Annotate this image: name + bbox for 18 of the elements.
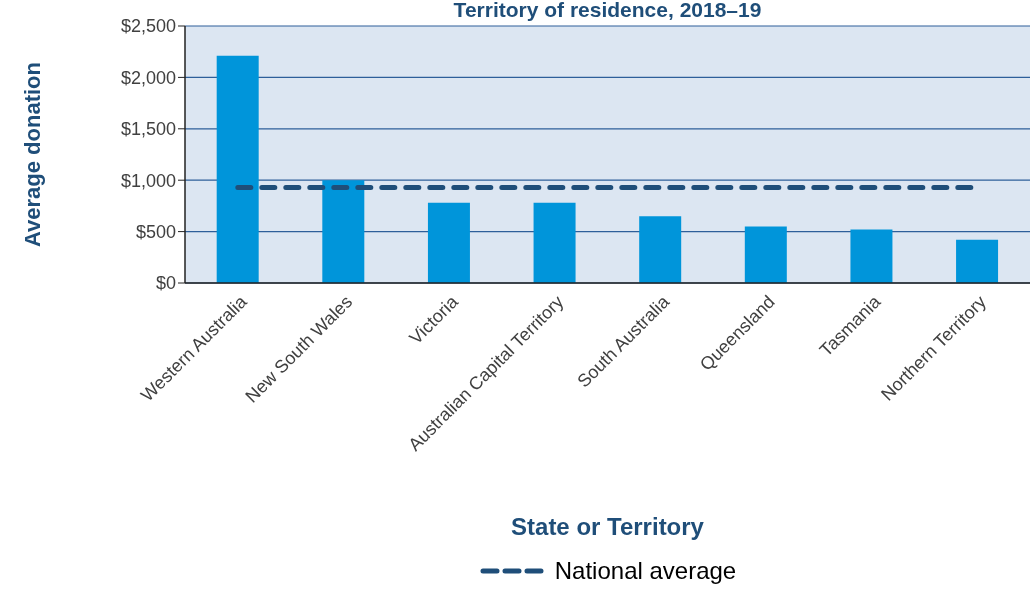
bar [744, 226, 787, 283]
y-tick-label: $2,000 [120, 67, 176, 88]
y-tick-label: $500 [135, 221, 176, 242]
y-tick-label: $1,500 [120, 119, 176, 140]
bar [956, 239, 999, 283]
bar [427, 202, 470, 283]
chart-title: Territory of residence, 2018–19 [452, 0, 763, 22]
bar [850, 229, 893, 283]
bar [216, 55, 259, 283]
bar [322, 180, 365, 283]
y-tick-label: $1,000 [120, 170, 176, 191]
y-tick-label: $2,500 [120, 16, 176, 37]
legend-label: National average [554, 557, 737, 585]
bar [639, 216, 682, 283]
x-axis-title: State or Territory [511, 513, 705, 540]
y-axis-title: Average donation [19, 62, 45, 247]
bar [533, 202, 576, 283]
y-tick-label: $0 [155, 273, 176, 294]
